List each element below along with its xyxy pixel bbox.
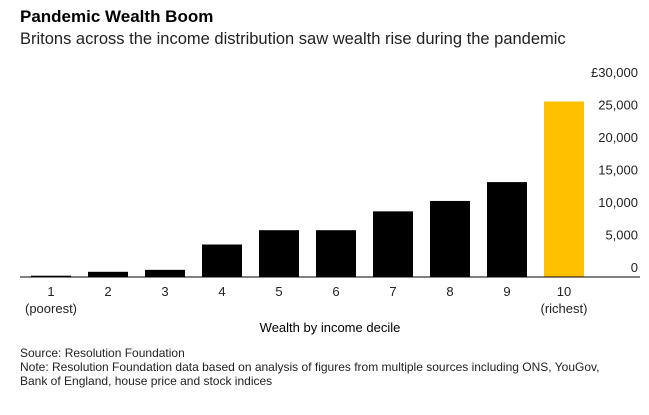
bar-decile-2 (88, 271, 128, 277)
bar-decile-9 (487, 182, 527, 277)
x-tick-label: 4 (218, 284, 225, 299)
x-tick-label: 2 (104, 284, 111, 299)
source-note: Source: Resolution Foundation (20, 346, 185, 360)
bar-decile-10 (544, 101, 584, 277)
x-tick-label: 7 (389, 284, 396, 299)
y-tick-label: 20,000 (598, 130, 638, 145)
bar-decile-4 (202, 244, 242, 277)
bar-decile-7 (373, 211, 413, 277)
chart-title: Pandemic Wealth Boom (20, 7, 214, 26)
x-tick-sublabel: (richest) (541, 301, 588, 316)
bar-decile-3 (145, 269, 185, 277)
y-tick-label: 10,000 (598, 195, 638, 210)
y-axis-ticks: 0 5,000 10,000 15,000 20,000 25,000 £30,000 (591, 65, 638, 275)
x-tick-label: 5 (275, 284, 282, 299)
x-tick-label: 6 (332, 284, 339, 299)
footer: Source: Resolution Foundation Note: Reso… (20, 346, 630, 388)
methodology-note: Note: Resolution Foundation data based o… (20, 360, 600, 388)
x-axis-label: Wealth by income decile (260, 320, 401, 335)
chart-subtitle: Britons across the income distribution s… (20, 30, 566, 48)
y-tick-label: 5,000 (605, 228, 638, 243)
x-tick-label: 3 (161, 284, 168, 299)
bars-group (31, 101, 584, 277)
y-tick-label: 25,000 (598, 98, 638, 113)
x-tick-label: 1 (47, 284, 54, 299)
y-tick-label: £30,000 (591, 65, 638, 80)
y-tick-label: 15,000 (598, 163, 638, 178)
bar-chart: 0 5,000 10,000 15,000 20,000 25,000 £30,000 1 (… (20, 65, 640, 335)
x-tick-label: 10 (557, 284, 571, 299)
x-tick-sublabel: (poorest) (25, 301, 77, 316)
bar-decile-8 (430, 200, 470, 277)
bar-decile-1 (31, 275, 71, 277)
x-tick-label: 9 (503, 284, 510, 299)
bar-decile-5 (259, 230, 299, 277)
y-tick-label: 0 (631, 260, 638, 275)
x-tick-label: 8 (446, 284, 453, 299)
x-axis-ticks: 1 (poorest) 2 3 4 5 6 7 8 9 10 (richest) (25, 284, 587, 316)
bar-decile-6 (316, 230, 356, 277)
